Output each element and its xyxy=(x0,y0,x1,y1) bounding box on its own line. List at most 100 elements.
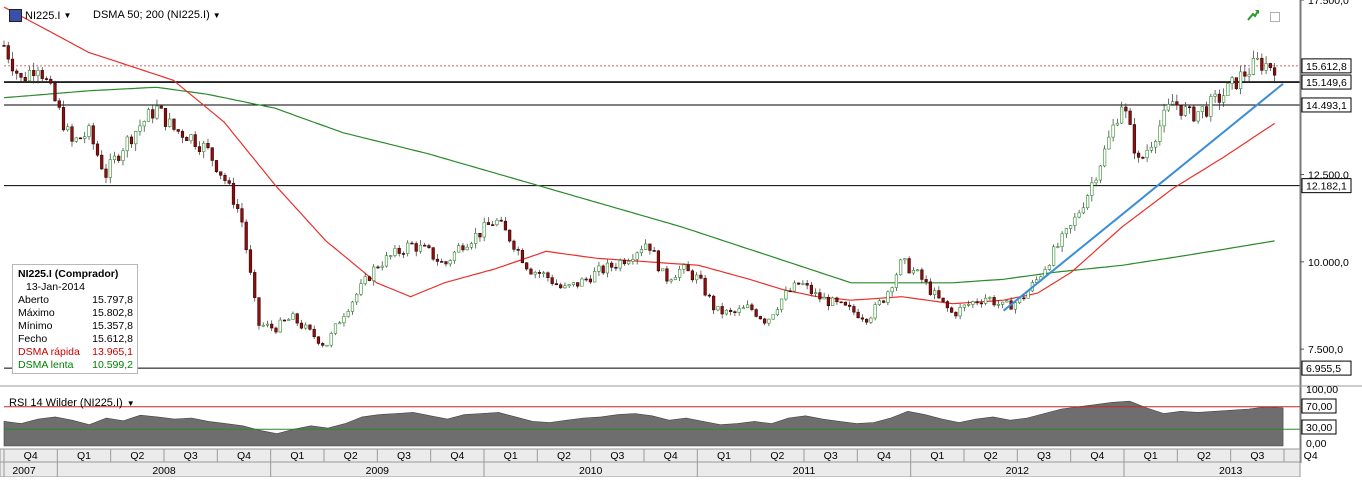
candle xyxy=(567,284,571,289)
candle xyxy=(869,316,873,325)
candle xyxy=(529,267,533,275)
candle xyxy=(894,272,898,291)
candle xyxy=(1098,164,1102,184)
candle xyxy=(444,260,448,267)
candle xyxy=(346,308,350,318)
candle xyxy=(100,150,104,170)
candle xyxy=(74,136,78,143)
candle xyxy=(1204,101,1209,118)
candle xyxy=(236,198,240,213)
candle xyxy=(618,258,622,272)
quarter-label: Q3 xyxy=(184,450,198,462)
price-label-box xyxy=(1301,58,1352,74)
candle xyxy=(924,275,928,286)
info-title: NI225.I (Comprador) xyxy=(18,268,119,280)
candle xyxy=(83,131,87,144)
candle xyxy=(427,243,431,249)
candle xyxy=(151,104,155,124)
candle xyxy=(291,311,295,320)
candle xyxy=(988,296,992,301)
candle xyxy=(814,288,818,297)
indicator-selector[interactable]: DSMA 50; 200 (NI225.I) ▼ xyxy=(93,9,221,21)
candle xyxy=(168,112,172,128)
candle xyxy=(945,300,949,312)
candle xyxy=(644,239,648,250)
candle xyxy=(1272,62,1277,82)
candle xyxy=(525,261,529,271)
candle xyxy=(401,251,406,259)
candle xyxy=(185,136,189,142)
candle xyxy=(1175,94,1179,111)
candle xyxy=(129,134,134,148)
candle xyxy=(1238,65,1243,95)
candle xyxy=(1022,294,1026,301)
candle xyxy=(435,254,440,266)
candle xyxy=(142,120,146,132)
candle xyxy=(197,141,202,155)
candle xyxy=(639,245,644,257)
candle xyxy=(856,308,860,319)
candle xyxy=(882,300,886,304)
candle xyxy=(1158,119,1162,146)
candle xyxy=(117,153,121,164)
trendline xyxy=(1002,83,1284,312)
candle xyxy=(516,246,520,256)
candle xyxy=(941,297,945,304)
candle xyxy=(189,133,193,144)
candle xyxy=(656,249,661,273)
info-row-value: 15.802,8 xyxy=(92,307,133,319)
candle xyxy=(1128,107,1132,125)
candle xyxy=(1149,141,1153,153)
candle xyxy=(282,319,287,322)
candle xyxy=(1141,155,1145,160)
candle xyxy=(159,104,163,109)
candle xyxy=(729,307,733,316)
info-row-label: Aberto xyxy=(18,294,49,306)
candle xyxy=(44,76,49,81)
candle xyxy=(257,297,261,330)
candle xyxy=(410,240,414,245)
candle xyxy=(66,123,70,132)
quarter-label: Q2 xyxy=(130,450,144,462)
candle xyxy=(542,270,546,278)
candle xyxy=(15,68,19,80)
candle xyxy=(440,258,444,263)
instrument-selector[interactable]: NI225.I ▼ xyxy=(9,9,71,22)
candle xyxy=(461,242,465,253)
candle xyxy=(244,219,248,254)
price-label: 15.149,6 xyxy=(1306,77,1347,89)
candle xyxy=(32,62,36,84)
candle xyxy=(682,263,686,274)
candle xyxy=(635,251,639,265)
candle xyxy=(563,282,567,289)
candle xyxy=(1069,225,1073,234)
candle xyxy=(580,277,584,287)
year-label: 2012 xyxy=(1006,465,1030,477)
candle xyxy=(121,148,125,166)
y-tick-label: 10.000,0 xyxy=(1308,257,1349,269)
candle xyxy=(355,293,359,305)
candle xyxy=(2,40,6,47)
candle xyxy=(508,229,512,243)
maximize-icon[interactable] xyxy=(1270,12,1280,22)
candle xyxy=(1243,64,1247,83)
candle xyxy=(278,317,282,333)
info-row: Aberto 15.797,8 xyxy=(18,294,137,307)
candle xyxy=(261,322,265,328)
candle xyxy=(465,243,469,251)
quarter-label: Q3 xyxy=(1250,450,1264,462)
candle xyxy=(389,254,393,260)
trend-arrow-icon[interactable] xyxy=(1246,8,1260,22)
candle xyxy=(376,265,380,269)
candle xyxy=(210,147,214,167)
candle xyxy=(393,245,397,258)
y-tick-label: 17.500,0 xyxy=(1308,0,1349,7)
candle xyxy=(308,324,312,331)
candle xyxy=(958,303,962,320)
candle xyxy=(1094,177,1098,187)
candle xyxy=(809,282,813,297)
candle xyxy=(559,282,563,289)
rsi-selector[interactable]: RSI 14 Wilder (NI225.I) ▼ xyxy=(9,397,135,409)
candle xyxy=(826,294,830,311)
